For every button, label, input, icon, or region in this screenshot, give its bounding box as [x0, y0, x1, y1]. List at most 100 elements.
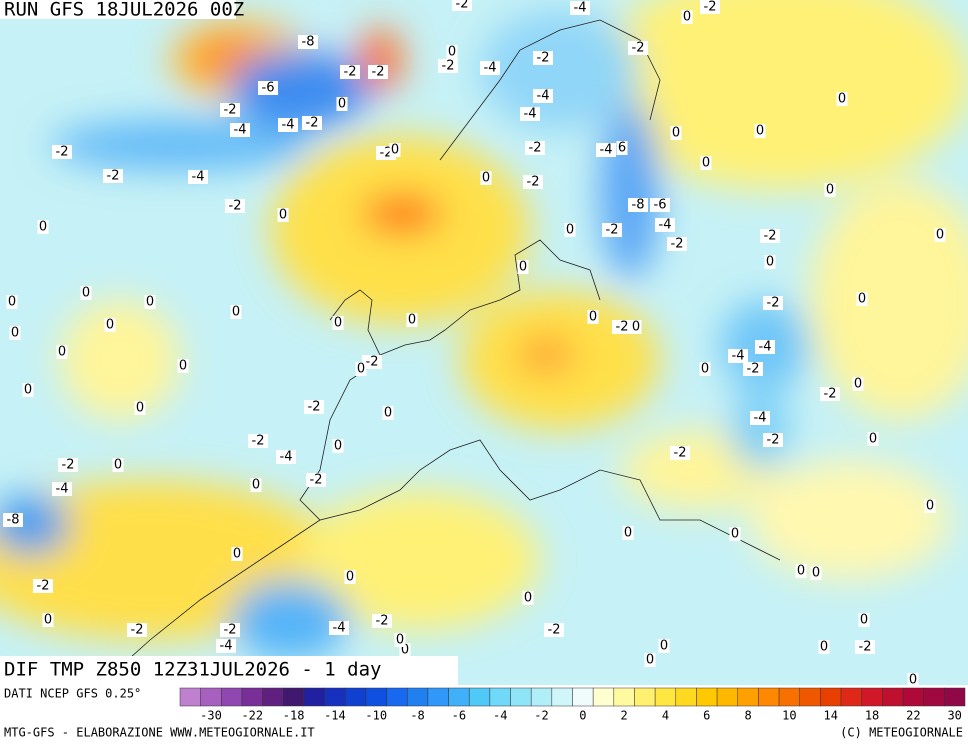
contour-label-bg: [699, 362, 711, 376]
contour-label-bg: [852, 377, 864, 391]
contour-label-bg: [628, 41, 648, 55]
contour-label-bg: [795, 564, 807, 578]
contour-label: 0: [482, 171, 490, 186]
contour-label: -4: [732, 349, 745, 364]
colorbar-label: -14: [324, 709, 346, 723]
contour-label-bg: [248, 434, 268, 448]
colorbar-swatch: [303, 687, 325, 707]
contour-label: -2: [308, 400, 321, 415]
colorbar-label: 14: [823, 709, 837, 723]
contour-label: 0: [854, 377, 862, 392]
contour-label: -4: [600, 143, 613, 158]
contour-label: -2: [767, 296, 780, 311]
colorbar-swatch: [489, 687, 511, 707]
contour-label-bg: [231, 547, 243, 561]
contour-label: 0: [702, 156, 710, 171]
contour-label: -4: [659, 218, 672, 233]
contour-label: 0: [11, 326, 19, 341]
contour-label: -4: [524, 107, 537, 122]
contour-label-bg: [298, 35, 318, 49]
contour-label: -2: [527, 175, 540, 190]
field-blob: [60, 300, 180, 420]
contour-label-bg: [372, 614, 392, 628]
contour-label: -2: [537, 51, 550, 66]
contour-label-bg: [658, 639, 670, 653]
contour-label-bg: [750, 411, 770, 425]
contour-label-bg: [394, 633, 406, 647]
contour-label-bg: [523, 175, 543, 189]
colorbar: -30 -22 -18 -14 -10 -8 -6 -4 -2 0 2 4 6 8 10 14 18 22 30: [179, 687, 966, 723]
colorbar-swatch: [345, 687, 367, 707]
contour-label: -2: [344, 65, 357, 80]
map-title: DIF TMP Z850 12Z31JUL2026 - 1 day: [4, 659, 382, 681]
contour-labels: -8-6-2-4 -4 -2-2-2 -4-200-2 -20-200-2-20-2 -4…: [3, 0, 946, 688]
contour-label: -4: [754, 411, 767, 426]
contour-label-bg: [700, 156, 712, 170]
contour-label: -2: [56, 145, 69, 160]
contour-label: -8: [7, 513, 20, 528]
contour-label: -2: [859, 640, 872, 655]
contour-label-bg: [743, 362, 763, 376]
colorbar-swatch: [799, 687, 821, 707]
contour-label-bg: [56, 345, 68, 359]
contour-label: 6: [618, 141, 626, 156]
colorbar-swatch: [840, 687, 862, 707]
colorbar-swatch: [406, 687, 429, 707]
contour-label-bg: [230, 123, 250, 137]
contour-label-bg: [9, 326, 21, 340]
colorbar-label: 10: [782, 709, 796, 723]
contour-label-bg: [306, 473, 326, 487]
contour-label: 0: [756, 124, 764, 139]
contour-label-bg: [37, 220, 49, 234]
contour-label: -4: [56, 482, 69, 497]
colorbar-swatch: [468, 687, 491, 707]
colorbar-swatch: [324, 687, 346, 707]
contour-label-bg: [836, 92, 848, 106]
contour-label-bg: [820, 387, 840, 401]
colorbar-swatch: [386, 687, 408, 707]
contour-label-bg: [58, 458, 78, 472]
contour-label: 0: [936, 228, 944, 243]
colorbar-swatch: [572, 687, 594, 707]
contour-label: -4: [574, 1, 587, 16]
colorbar-label: 22: [906, 709, 920, 723]
contour-label-bg: [220, 103, 240, 117]
colorbar-label: -22: [241, 709, 263, 723]
footer-left: MTG-GFS - ELABORAZIONE WWW.METEOGIORNALE…: [4, 726, 315, 740]
source-label: DATI NCEP GFS 0.25°: [4, 687, 141, 701]
contour-label-bg: [368, 65, 388, 79]
colorbar-swatch: [365, 687, 387, 707]
contour-label-bg: [522, 591, 534, 605]
contour-label-bg: [622, 526, 634, 540]
contour-label-bg: [452, 0, 472, 11]
contour-label: 0: [233, 547, 241, 562]
contour-label: 0: [926, 499, 934, 514]
contour-label: 0: [114, 458, 122, 473]
contour-label-bg: [596, 143, 616, 157]
colorbar-swatch: [551, 687, 573, 707]
contour-label-bg: [867, 432, 879, 446]
contour-label-bg: [630, 320, 642, 334]
contour-label-bg: [177, 359, 189, 373]
contour-label: 0: [338, 97, 346, 112]
contour-label-bg: [112, 458, 124, 472]
colorbar-swatch: [675, 687, 697, 707]
field-blob: [590, 0, 968, 190]
contour-label-bg: [544, 623, 564, 637]
contour-label-bg: [564, 223, 576, 237]
contour-label-bg: [329, 621, 349, 635]
contour-label-bg: [755, 340, 775, 354]
colorbar-swatch: [427, 687, 449, 707]
contour-label: 0: [812, 566, 820, 581]
contour-label-bg: [362, 355, 382, 369]
contour-label-bg: [382, 406, 394, 420]
contour-label: -4: [220, 639, 233, 654]
contour-label: 0: [660, 639, 668, 654]
contour-label: 0: [24, 383, 32, 398]
contour-label-bg: [406, 313, 418, 327]
contour-label-bg: [277, 208, 289, 222]
contour-label-bg: [389, 143, 401, 157]
contour-label: 0: [820, 640, 828, 655]
contour-label: -2: [764, 229, 777, 244]
contour-label-bg: [587, 310, 599, 324]
